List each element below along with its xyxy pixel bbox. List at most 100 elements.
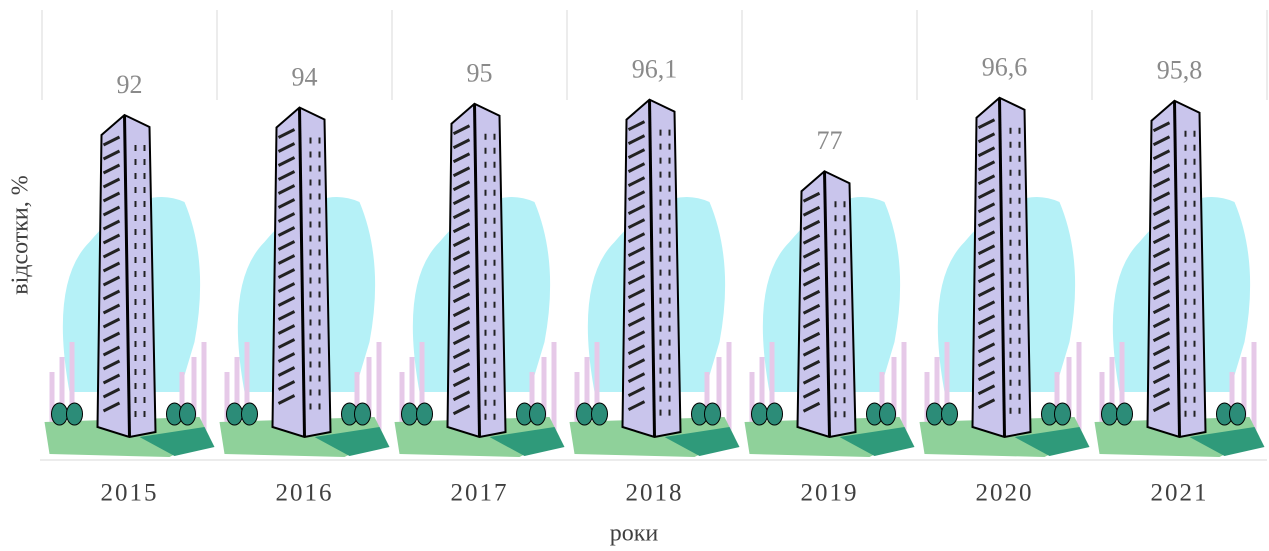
value-label: 95,8 [1157,56,1203,85]
window [627,358,646,369]
x-tick-label: 2019 [801,480,859,507]
window [1152,121,1171,133]
window [102,401,121,413]
window [627,260,646,271]
window [627,162,646,173]
tree [51,402,68,426]
tree [591,402,608,426]
window [102,303,121,315]
window [627,190,646,201]
window [102,289,121,301]
window [277,170,296,181]
window [627,274,646,285]
window [977,216,996,228]
x-tick-label: 2016 [276,480,334,507]
window [1152,331,1171,343]
window [452,320,471,332]
distant-tower [1076,342,1082,432]
window [452,376,471,388]
window [452,166,471,178]
window [277,198,296,209]
distant-tower [191,357,197,432]
window [277,380,296,391]
window [627,386,646,397]
window [802,247,821,259]
window [277,268,296,279]
window [627,204,646,215]
window [977,202,996,214]
window [277,128,296,139]
window [802,275,821,287]
distant-tower [1119,342,1125,432]
window [452,390,471,402]
window [627,330,646,341]
distant-tower [224,372,230,432]
window [452,222,471,234]
window [452,208,471,220]
tree [941,402,958,426]
distant-tower [541,357,547,432]
tree [766,402,783,426]
distant-tower [934,357,940,432]
window [102,345,121,357]
tree [1101,402,1118,426]
window [452,348,471,360]
distant-tower [769,342,775,432]
distant-tower [49,372,55,432]
ground-dark [139,427,215,456]
window [977,300,996,312]
x-tick-label: 2015 [101,480,159,507]
window [102,149,121,161]
distant-tower [726,342,732,432]
window [802,303,821,315]
distant-tower [1066,357,1072,432]
ground-dark [1014,427,1090,456]
window [452,236,471,248]
ground-dark [664,427,740,456]
window [102,331,121,343]
window [1152,317,1171,329]
distant-tower [594,342,600,432]
tree [179,402,196,426]
window [977,160,996,172]
distant-tower [409,357,415,432]
window [452,250,471,262]
ground-dark [489,427,565,456]
window [977,356,996,368]
window [802,205,821,217]
distant-tower [244,342,250,432]
window [102,205,121,217]
tree [241,402,258,426]
building-edge [823,171,831,438]
window [452,152,471,164]
window [627,232,646,243]
tree [529,402,546,426]
window [1152,219,1171,231]
x-tick-label: 2017 [451,480,509,507]
distant-tower [354,372,360,432]
window [627,134,646,145]
window [102,261,121,273]
window [102,247,121,259]
window [452,404,471,416]
tree [226,402,243,426]
window [802,401,821,413]
window [977,370,996,382]
window [277,142,296,153]
building-edge [1173,100,1181,438]
window [277,394,296,405]
window [277,352,296,363]
window [627,246,646,257]
window [102,135,121,147]
distant-tower [234,357,240,432]
distant-tower [879,372,885,432]
window [977,244,996,256]
window [277,156,296,167]
window [1152,401,1171,413]
ground-dark [314,427,390,456]
window [627,218,646,229]
building-edge [298,107,306,438]
distant-tower [1099,372,1105,432]
window [627,316,646,327]
